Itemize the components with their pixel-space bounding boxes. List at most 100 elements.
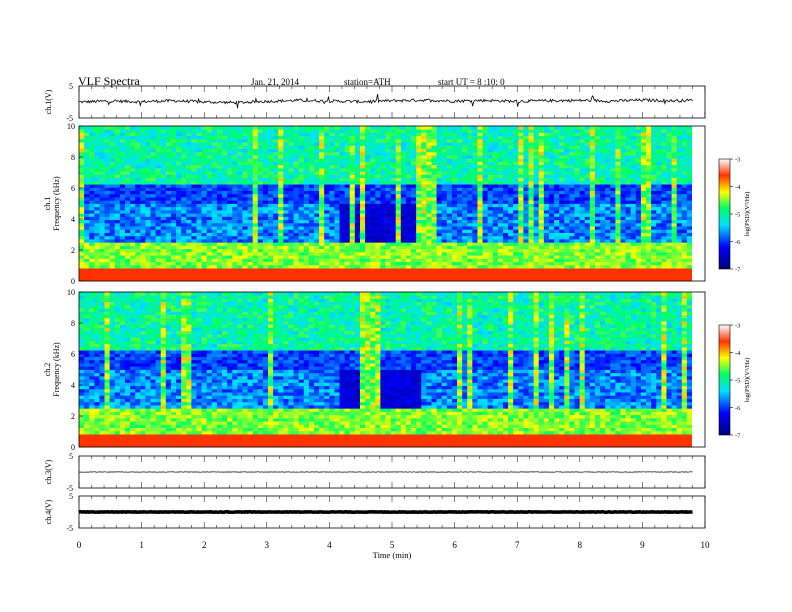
spectrogram-cell	[569, 209, 575, 214]
spectrogram-cell	[216, 190, 223, 195]
spectrogram-cell	[564, 255, 570, 259]
spectrogram-cell	[176, 138, 182, 143]
spectrogram-cell	[79, 277, 85, 282]
spectrogram-cell	[293, 193, 300, 198]
spectrogram-cell	[165, 277, 172, 282]
spectrogram-cell	[94, 222, 100, 227]
spectrogram-cell	[150, 213, 157, 217]
spectrogram-cell	[104, 245, 111, 250]
spectrogram-cell	[380, 226, 386, 230]
spectrogram-cell	[99, 222, 105, 227]
chart-title: VLF Spectra	[78, 74, 140, 88]
spectrogram-cell	[380, 148, 386, 153]
spectrogram-cell	[548, 206, 555, 211]
spectrogram-cell	[431, 200, 437, 204]
spectrogram-cell	[104, 132, 111, 137]
spectrogram-cell	[298, 177, 305, 182]
spectrogram-cell	[257, 245, 264, 250]
spectrogram-cell	[140, 151, 146, 156]
spectrogram-cell	[181, 174, 187, 179]
spectrogram-cell	[359, 135, 366, 140]
spectrogram-cell	[405, 264, 412, 269]
spectrogram-cell	[145, 145, 151, 150]
spectrogram-cell	[191, 180, 197, 185]
spectrogram-cell	[482, 264, 489, 269]
spectrogram-cell	[487, 138, 494, 143]
spectrogram-cell	[186, 148, 192, 153]
spectrogram-cell	[380, 164, 386, 169]
spectrogram-cell	[227, 268, 233, 272]
spectrogram-cell	[201, 135, 208, 140]
spectrogram-cell	[278, 258, 284, 263]
spectrogram-cell	[119, 248, 126, 253]
spectrogram-cell	[186, 164, 192, 169]
spectrogram-cell	[119, 129, 126, 133]
spectrogram-cell	[257, 184, 264, 188]
spectrogram-cell	[186, 229, 192, 233]
spectrogram-cell	[119, 177, 126, 182]
spectrogram-cell	[145, 271, 151, 275]
spectrogram-cell	[94, 251, 100, 256]
spectrogram-cell	[502, 148, 509, 153]
spectrogram-cell	[232, 255, 238, 259]
spectrogram-cell	[201, 164, 208, 169]
spectrogram-cell	[477, 209, 483, 214]
spectrogram-cell	[533, 235, 540, 240]
spectrogram-cell	[339, 248, 346, 253]
spectrogram-cell	[288, 161, 294, 166]
spectrogram-cell	[354, 151, 361, 156]
spectrogram-cell	[186, 151, 192, 156]
spectrogram-cell	[262, 155, 269, 159]
spectrogram-cell	[109, 274, 116, 279]
spectrogram-cell	[222, 248, 228, 253]
spectrogram-cell	[477, 184, 483, 188]
spectrogram-cell	[487, 197, 494, 201]
spectrogram-cell	[303, 248, 310, 253]
spectrogram-cell	[283, 235, 289, 240]
spectrogram-cell	[165, 164, 172, 169]
spectrogram-cell	[431, 248, 437, 253]
spectrogram-cell	[349, 216, 356, 221]
spectrogram-cell	[518, 184, 524, 188]
spectrogram-cell	[222, 177, 228, 182]
spectrogram-cell	[385, 216, 392, 221]
spectrogram-cell	[548, 129, 555, 133]
spectrogram-cell	[211, 174, 218, 179]
spectrogram-cell	[313, 193, 320, 198]
spectrogram-cell	[416, 216, 422, 221]
spectrogram-cell	[216, 142, 223, 146]
spectrogram-cell	[370, 164, 376, 169]
spectrogram-cell	[405, 190, 412, 195]
spectrogram-cell	[344, 261, 351, 266]
spectrogram-cell	[543, 155, 550, 159]
spectrogram-cell	[426, 239, 432, 243]
spectrogram-cell	[339, 232, 346, 237]
spectrogram-cell	[155, 158, 162, 162]
spectrogram-cell	[227, 180, 233, 185]
spectrogram-cell	[227, 248, 233, 253]
spectrogram-cell	[354, 219, 361, 224]
spectrogram-cell	[451, 180, 458, 185]
spectrogram-cell	[135, 158, 141, 162]
spectrogram-cell	[334, 174, 340, 179]
spectrogram-cell	[242, 235, 248, 240]
spectrogram-cell	[273, 242, 279, 246]
spectrogram-cell	[405, 239, 412, 243]
spectrogram-cell	[79, 248, 85, 253]
spectrogram-cell	[124, 261, 131, 266]
spectrogram-cell	[324, 151, 330, 156]
spectrogram-cell	[201, 145, 208, 150]
spectrogram-cell	[268, 193, 274, 198]
spectrogram-cell	[278, 142, 284, 146]
spectrogram-cell	[278, 158, 284, 162]
spectrogram-cell	[543, 239, 550, 243]
spectrogram-cell	[395, 268, 402, 272]
spectrogram-cell	[548, 255, 555, 259]
spectrogram-cell	[130, 158, 136, 162]
spectrogram-cell	[140, 161, 146, 166]
spectrogram-cell	[359, 167, 366, 172]
spectrogram-cell	[211, 219, 218, 224]
spectrogram-cell	[324, 239, 330, 243]
spectrogram-cell	[569, 177, 575, 182]
spectrogram-cell	[206, 219, 213, 224]
